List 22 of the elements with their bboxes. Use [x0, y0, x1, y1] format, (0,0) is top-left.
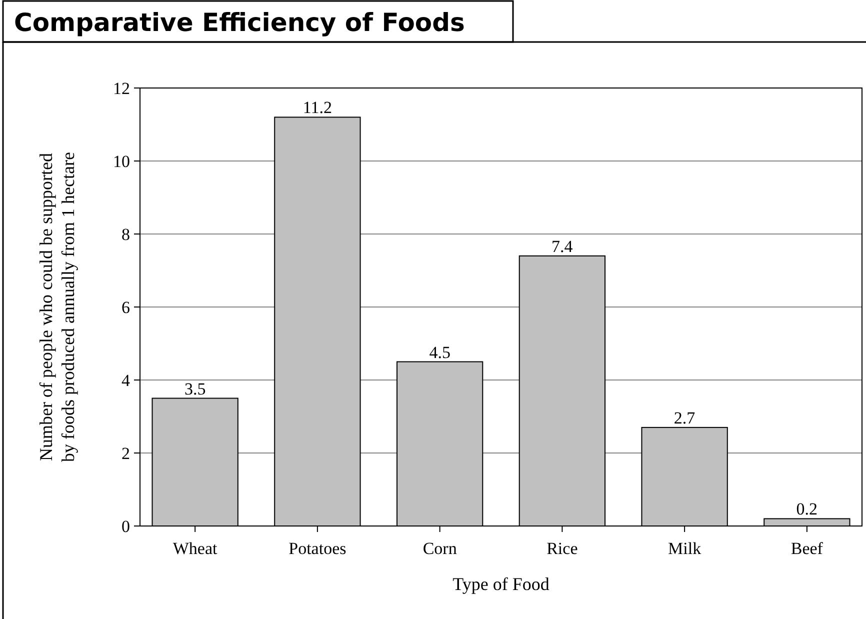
data-label: 4.5: [429, 342, 450, 362]
y-tick-label: 10: [113, 152, 130, 171]
y-tick-label: 4: [122, 370, 130, 390]
y-tick-label: 8: [122, 224, 130, 244]
x-tick-label: Beef: [790, 539, 824, 558]
y-tick-label: 2: [122, 444, 130, 463]
data-label: 2.7: [674, 408, 696, 428]
chart-title: Comparative Efficiency of Foods: [14, 8, 465, 37]
data-label: 0.2: [796, 500, 818, 519]
y-tick-label: 0: [122, 516, 130, 536]
x-tick-label: Wheat: [172, 539, 218, 558]
x-tick-label: Corn: [422, 539, 458, 558]
y-tick-label: 12: [113, 78, 130, 98]
x-tick-label: Rice: [546, 539, 578, 558]
x-tick-label: Potatoes: [288, 539, 346, 558]
x-axis-title: Type of Food: [452, 574, 550, 594]
data-label: 7.4: [552, 236, 574, 256]
data-label: 11.2: [302, 98, 332, 118]
x-tick-label: Milk: [668, 539, 702, 558]
y-axis-title: Number of people who could be supported by foods produced annually from 1 hectare: [36, 152, 78, 462]
y-tick-label: 6: [122, 298, 130, 317]
data-label: 3.5: [184, 379, 206, 398]
